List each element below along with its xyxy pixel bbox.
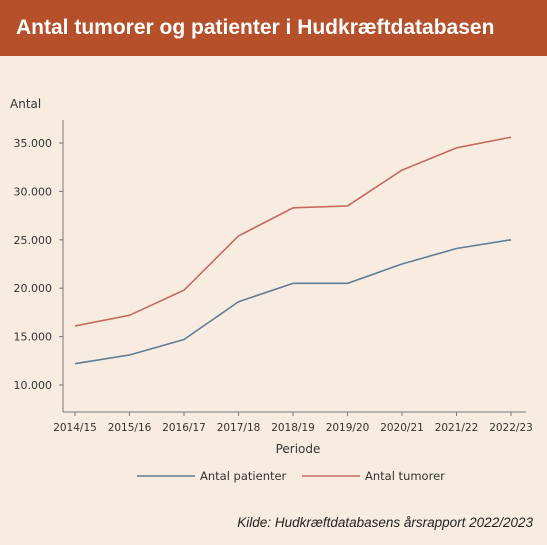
series-line-tumorer — [74, 136, 512, 327]
x-tick-label: 2015/16 — [108, 422, 152, 434]
y-tick-label: 10.000 — [14, 379, 53, 392]
x-tick-label: 2020/21 — [380, 422, 424, 434]
x-tick-label: 2014/15 — [53, 422, 97, 434]
legend-label-tumorer: Antal tumorer — [365, 469, 445, 483]
page-title: Antal tumorer og patienter i Hudkræftdat… — [16, 16, 495, 39]
line-chart: Antal 10.000 15.000 20.000 25.000 30.000 35.0… — [10, 97, 533, 483]
x-tick-label: 2016/17 — [162, 422, 206, 434]
legend: Antal patienter Antal tumorer — [137, 469, 445, 483]
x-axis: 2014/15 2015/16 2016/17 2017/18 2018/19 2019/… — [53, 412, 533, 434]
source-caption: Kilde: Hudkræftdatabasens årsrapport 202… — [237, 515, 533, 530]
y-tick-label: 35.000 — [14, 137, 53, 150]
x-tick-label: 2021/22 — [435, 422, 479, 434]
y-axis-label: Antal — [10, 97, 41, 111]
x-tick-label: 2017/18 — [217, 422, 261, 434]
x-tick-label: 2022/23 — [489, 422, 533, 434]
y-tick-label: 30.000 — [14, 185, 53, 198]
y-tick-label: 20.000 — [14, 282, 53, 295]
series-group — [74, 136, 512, 365]
series-line-patienter — [74, 239, 512, 365]
header-banner: Antal tumorer og patienter i Hudkræftdat… — [0, 0, 547, 56]
x-tick-label: 2019/20 — [326, 422, 370, 434]
y-tick-label: 15.000 — [14, 331, 53, 344]
y-tick-label: 25.000 — [14, 234, 53, 247]
legend-label-patienter: Antal patienter — [200, 469, 287, 483]
y-axis: 10.000 15.000 20.000 25.000 30.000 35.000 — [14, 137, 63, 392]
x-tick-label: 2018/19 — [271, 422, 315, 434]
x-axis-label: Periode — [276, 442, 321, 456]
